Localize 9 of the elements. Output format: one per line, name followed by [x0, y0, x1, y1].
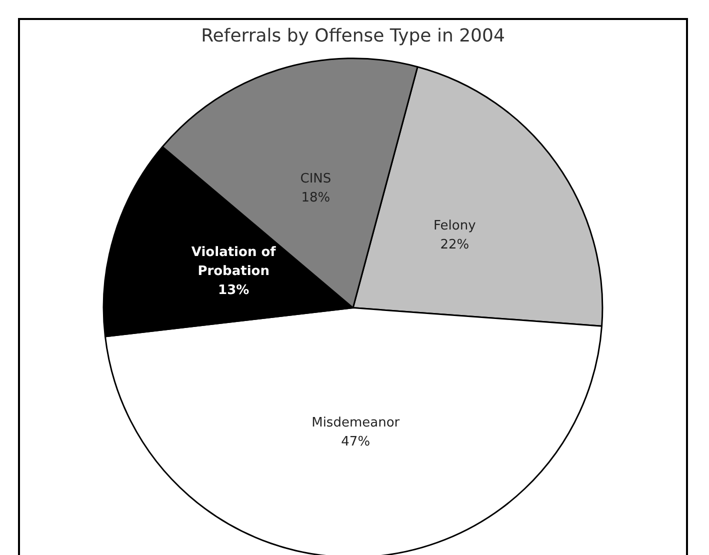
data-label: 13% [218, 283, 250, 298]
chart-title: Referrals by Offense Type in 2004 [201, 25, 505, 46]
data-label: 47% [341, 434, 370, 450]
data-label: 18% [301, 190, 330, 206]
slice-label: CINS [300, 172, 332, 187]
slice-label: Violation of Probation [191, 245, 276, 280]
data-label: 22% [440, 237, 470, 252]
slice-label: Misdemeanor [312, 415, 400, 430]
slice-label: Felony [434, 218, 476, 234]
